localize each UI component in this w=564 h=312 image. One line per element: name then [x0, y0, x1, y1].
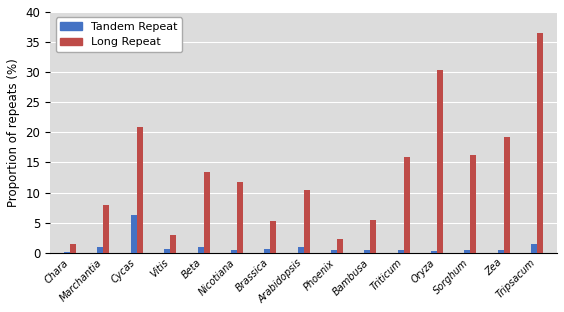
Bar — [398, 250, 404, 253]
Bar — [337, 239, 343, 253]
Y-axis label: Proportion of repeats (%): Proportion of repeats (%) — [7, 58, 20, 207]
Bar — [137, 127, 143, 253]
Bar — [103, 205, 109, 253]
Bar — [464, 250, 470, 253]
Bar — [504, 137, 510, 253]
Bar — [98, 247, 103, 253]
Bar — [164, 249, 170, 253]
Bar — [64, 251, 70, 253]
Bar — [497, 250, 504, 253]
Bar — [204, 172, 209, 253]
Bar — [531, 244, 537, 253]
Bar — [431, 251, 437, 253]
Bar — [237, 182, 243, 253]
Bar — [264, 249, 270, 253]
Bar — [303, 189, 310, 253]
Bar — [298, 247, 303, 253]
Bar — [197, 247, 204, 253]
Bar — [470, 155, 477, 253]
Bar — [537, 33, 543, 253]
Bar — [437, 70, 443, 253]
Bar — [404, 157, 409, 253]
Bar — [70, 244, 76, 253]
Bar — [170, 235, 176, 253]
Bar — [270, 221, 276, 253]
Bar — [331, 250, 337, 253]
Legend: Tandem Repeat, Long Repeat: Tandem Repeat, Long Repeat — [56, 17, 182, 52]
Bar — [131, 215, 137, 253]
Bar — [364, 250, 371, 253]
Bar — [231, 250, 237, 253]
Bar — [371, 220, 376, 253]
